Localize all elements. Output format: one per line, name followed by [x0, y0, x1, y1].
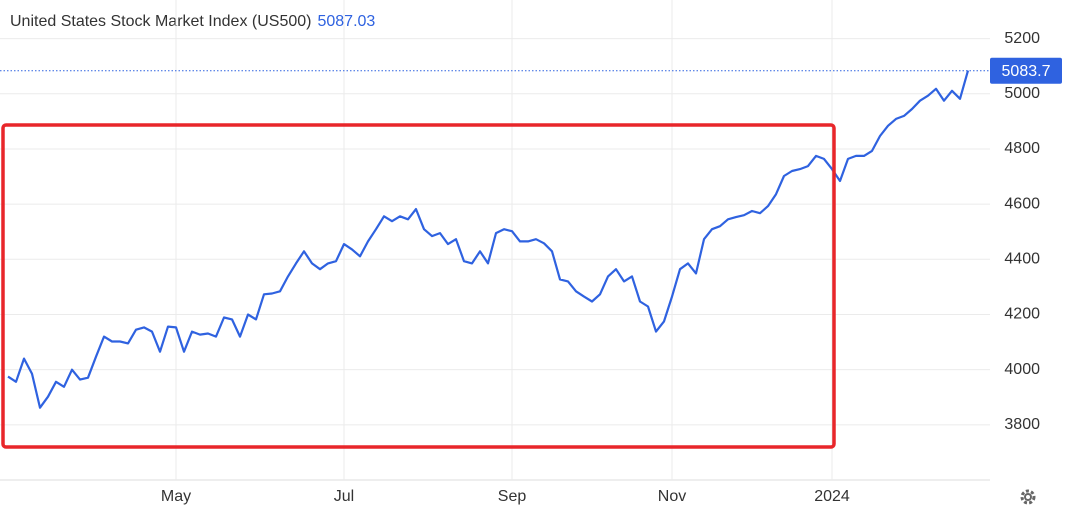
x-tick-label: 2024: [814, 488, 850, 505]
y-tick-label: 4600: [1004, 195, 1040, 212]
y-tick-label: 5200: [1004, 30, 1040, 47]
x-tick-label: Nov: [658, 488, 686, 505]
x-tick-label: Sep: [498, 488, 527, 505]
y-tick-label: 5000: [1004, 85, 1040, 102]
y-tick-label: 4400: [1004, 251, 1040, 268]
x-tick-label: May: [161, 488, 191, 505]
y-tick-label: 4000: [1004, 361, 1040, 378]
last-value-tag: [990, 57, 1062, 84]
y-tick-label: 4200: [1004, 306, 1040, 323]
line: [7, 70, 970, 409]
title: United States Stock Market Index (US500): [10, 13, 311, 30]
price: 5087.03: [317, 13, 375, 30]
chart-title: United States Stock Market Index (US500)…: [10, 13, 375, 30]
settings-icon[interactable]: [1020, 489, 1036, 505]
x-tick-label: Jul: [334, 488, 354, 505]
highlight-box: [1, 123, 836, 449]
y-tick-label: 4800: [1004, 140, 1040, 157]
last-value-label: 5083.7: [1002, 63, 1051, 80]
y-tick-label: 3800: [1004, 416, 1040, 433]
